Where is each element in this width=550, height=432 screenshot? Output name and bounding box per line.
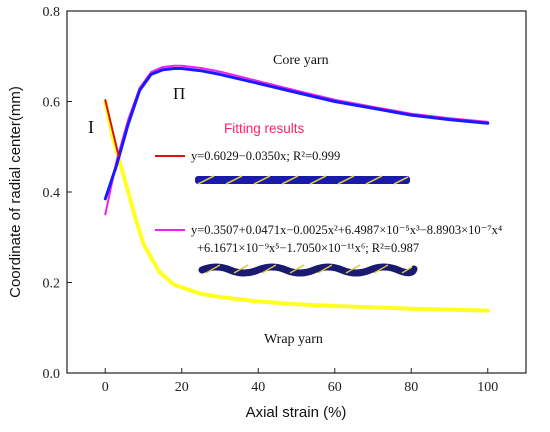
y-tick-label: 0.0 <box>43 367 61 382</box>
straight-yarn-illustration <box>195 175 410 185</box>
series-layer <box>103 64 490 313</box>
x-tick-label: 100 <box>477 380 498 395</box>
region-1-label: I <box>88 117 94 137</box>
y-tick-label: 0.4 <box>43 186 61 201</box>
wrap-yarn-line <box>103 99 490 313</box>
fit-1-line <box>104 99 120 157</box>
x-tick-label: 60 <box>328 380 342 395</box>
y-axis-title: Coordinate of radial center(mm) <box>7 86 24 298</box>
fitting-results-title: Fitting results <box>224 121 305 136</box>
x-axis-title: Axial strain (%) <box>246 404 347 421</box>
wavy-yarn-illustration <box>198 263 418 277</box>
wrap-yarn-label: Wrap yarn <box>264 332 323 347</box>
y-tick-label: 0.8 <box>43 5 61 20</box>
x-axis-ticks: 0 20 40 60 80 100 <box>102 368 498 395</box>
y-tick-label: 0.6 <box>43 96 61 111</box>
fit-2-line <box>104 64 489 216</box>
x-tick-label: 40 <box>251 380 265 395</box>
region-2-label: Π <box>173 84 185 103</box>
x-tick-label: 0 <box>102 380 109 395</box>
core-yarn-label: Core yarn <box>273 53 329 68</box>
x-tick-label: 20 <box>175 380 189 395</box>
core-yarn-line <box>103 67 490 201</box>
fit-1-equation: y=0.6029−0.0350x; R²=0.999 <box>191 149 340 163</box>
y-axis-ticks: 0.0 0.2 0.4 0.6 0.8 <box>43 5 72 382</box>
fit-2-equation-line-1: y=0.3507+0.0471x−0.0025x²+6.4987×10⁻⁵x³−… <box>191 223 502 237</box>
fit-2-equation-line-2: +6.1671×10⁻⁹x⁵−1.7050×10⁻¹¹x⁶; R²=0.987 <box>197 241 419 255</box>
y-tick-label: 0.2 <box>43 277 61 292</box>
x-tick-label: 80 <box>404 380 418 395</box>
